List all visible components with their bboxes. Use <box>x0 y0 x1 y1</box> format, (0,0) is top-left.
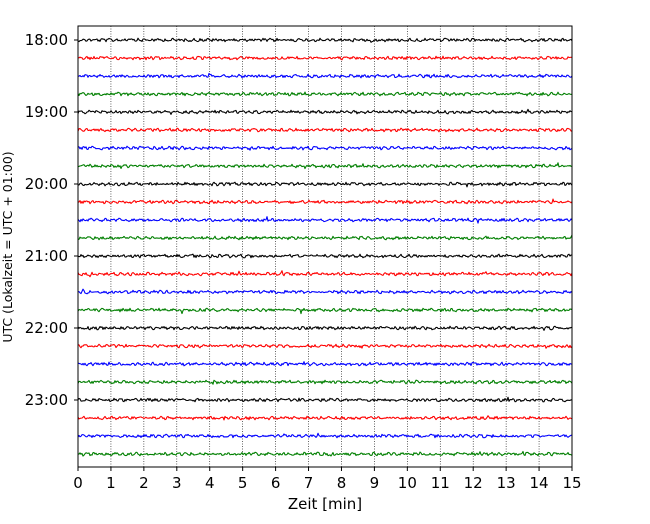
trace-line <box>77 307 573 315</box>
trace-line <box>77 325 573 331</box>
trace-line <box>77 216 573 224</box>
trace-line <box>77 234 573 241</box>
trace-line <box>77 361 573 367</box>
y-tick-label: 20:00 <box>25 175 68 193</box>
x-axis-title: Zeit [min] <box>288 495 362 513</box>
trace-layer <box>77 37 573 457</box>
grid-layer <box>110 26 540 467</box>
x-tick-label: 15 <box>562 474 581 492</box>
trace-line <box>77 450 573 457</box>
trace-line <box>77 162 573 170</box>
x-tick-label: 9 <box>370 474 380 492</box>
trace-line <box>77 91 573 97</box>
trace-line <box>77 55 573 61</box>
x-tick-label: 5 <box>238 474 248 492</box>
trace-line <box>77 181 573 188</box>
trace-line <box>77 270 573 278</box>
trace-line <box>77 288 573 295</box>
plot-frame <box>77 25 573 468</box>
trace-line <box>77 343 573 349</box>
y-tick-label: 22:00 <box>25 319 68 337</box>
x-tick-label: 0 <box>73 474 83 492</box>
y-axis: 18:00 19:00 20:00 21:00 22:00 23:00 <box>25 31 78 409</box>
trace-line <box>77 396 573 403</box>
x-tick-label: 2 <box>139 474 149 492</box>
trace-line <box>77 37 573 43</box>
x-tick-label: 7 <box>304 474 314 492</box>
x-tick-label: 10 <box>398 474 417 492</box>
x-tick-label: 4 <box>205 474 215 492</box>
trace-line <box>77 108 573 115</box>
x-tick-label: 1 <box>106 474 116 492</box>
x-tick-label: 13 <box>497 474 516 492</box>
x-tick-label: 6 <box>271 474 281 492</box>
x-tick-label: 3 <box>172 474 182 492</box>
trace-line <box>77 415 573 421</box>
y-axis-title: UTC (Lokalzeit = UTC + 01:00) <box>0 151 15 342</box>
trace-line <box>77 253 573 259</box>
trace-line <box>77 379 573 385</box>
y-tick-label: 18:00 <box>25 31 68 49</box>
trace-line <box>77 127 573 133</box>
x-tick-label: 8 <box>337 474 347 492</box>
x-tick-label: 11 <box>431 474 450 492</box>
y-tick-label: 21:00 <box>25 247 68 265</box>
y-tick-label: 23:00 <box>25 391 68 409</box>
y-tick-label: 19:00 <box>25 103 68 121</box>
x-tick-label: 12 <box>464 474 483 492</box>
trace-line <box>77 432 573 439</box>
trace-line <box>77 72 573 79</box>
trace-line <box>78 145 573 151</box>
x-tick-label: 14 <box>530 474 549 492</box>
x-axis: 0 1 2 3 4 5 6 7 8 9 10 11 12 13 14 15 <box>73 467 582 492</box>
trace-line <box>77 198 573 205</box>
